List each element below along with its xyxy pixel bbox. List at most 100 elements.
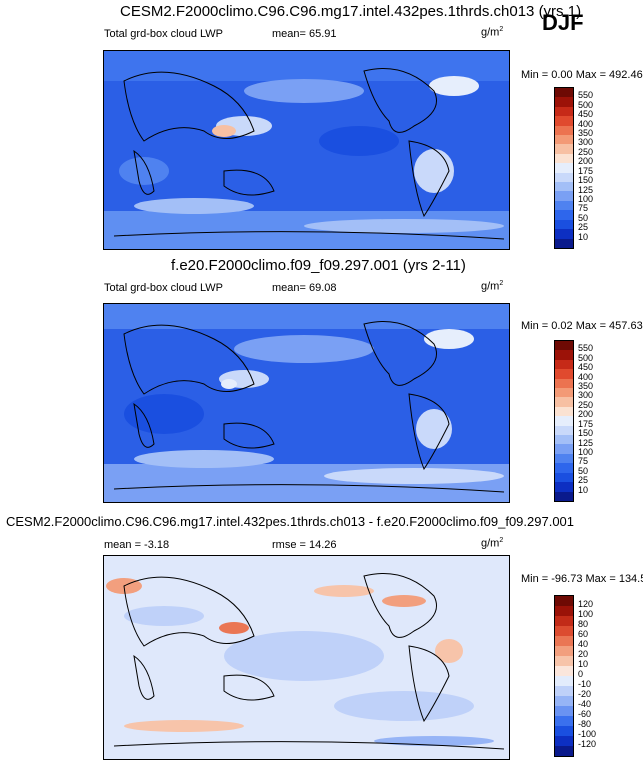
colorbar-segment [555,656,573,666]
colorbar-segment [555,596,573,606]
colorbar-tick-label: 550 [578,343,594,354]
colorbar-tick-label: 350 [578,128,594,139]
panel2-map [103,303,510,503]
colorbar-tick-label: 300 [578,390,594,401]
colorbar-tick-label: 500 [578,99,594,110]
colorbar-segment [555,172,573,183]
colorbar-segment [555,210,573,220]
colorbar-segment [555,378,573,389]
panel1-mean-label: mean= 65.91 [272,28,337,40]
colorbar-tick-label: 120 [578,599,594,609]
colorbar-tick-label: 150 [578,175,594,186]
colorbar-tick-label: 75 [578,203,589,214]
panel3-mean-label: mean = -3.18 [104,539,170,551]
colorbar-segment [555,406,573,417]
colorbar-segment [555,646,573,656]
colorbar-tick-label: 40 [578,639,589,649]
panel2-title: f.e20.F2000climo.f09_f09.297.001 (yrs 2-… [171,257,466,274]
colorbar-tick-label: -10 [578,679,592,689]
colorbar-tick-label: 250 [578,399,594,410]
colorbar-segment [555,191,573,201]
colorbar-segment [555,369,573,379]
colorbar-segment [555,229,573,239]
colorbar-segment [555,616,573,626]
colorbar-segment [555,736,573,746]
colorbar-tick-label: 175 [578,418,594,429]
colorbar-segment [555,106,573,117]
colorbar-tick-label: -20 [578,689,592,699]
panel3-rmse-label: rmse = 14.26 [272,539,337,551]
season-label: DJF [542,10,584,35]
colorbar-segment [555,686,573,696]
colorbar-segment [555,435,573,445]
panel1-colorbar [554,87,574,249]
colorbar-tick-label: 25 [578,222,589,233]
panel1-minmax: Min = 0.00 Max = 492.46 [521,69,643,81]
colorbar-segment [555,341,573,351]
panel2-units: g/m2 [481,280,504,293]
colorbar-segment [555,696,573,706]
colorbar-tick-label: 10 [578,231,589,242]
colorbar-segment [555,116,573,126]
colorbar-tick-label: 50 [578,465,589,476]
colorbar-segment [555,219,573,230]
colorbar-tick-label: 25 [578,475,589,486]
colorbar-tick-label: 550 [578,90,594,101]
colorbar-tick-label: -120 [578,739,597,749]
colorbar-tick-label: -80 [578,719,592,729]
colorbar-tick-label: 400 [578,371,594,382]
panel1-units: g/m2 [481,26,504,39]
panel2-mean-label: mean= 69.08 [272,282,337,294]
colorbar-segment [555,425,573,436]
colorbar-segment [555,626,573,636]
colorbar-tick-label: 10 [578,659,589,669]
colorbar-tick-label: 350 [578,381,594,392]
colorbar-segment [555,88,573,98]
panel3-colorbar [554,595,574,757]
panel1-title: CESM2.F2000climo.C96.C96.mg17.intel.432p… [120,3,582,20]
colorbar-tick-label: 175 [578,165,594,176]
colorbar-segment [555,491,573,501]
colorbar-tick-label: -60 [578,709,592,719]
colorbar-segment [555,125,573,136]
panel3-minmax: Min = -96.73 Max = 134.55 [521,573,643,585]
colorbar-tick-label: 200 [578,409,594,420]
colorbar-tick-label: 250 [578,146,594,157]
colorbar-tick-label: 10 [578,484,589,495]
colorbar-segment [555,482,573,492]
colorbar-tick-label: 125 [578,437,594,448]
panel3-units: g/m2 [481,537,504,550]
colorbar-segment [555,163,573,173]
panel3-map [103,555,510,760]
panel1-variable-label: Total grd-box cloud LWP [104,28,224,40]
colorbar-segment [555,676,573,686]
panel1-map [103,50,510,250]
colorbar-tick-label: 450 [578,109,594,120]
colorbar-tick-label: -100 [578,729,597,739]
colorbar-tick-label: 75 [578,456,589,467]
colorbar-tick-label: 500 [578,352,594,363]
colorbar-segment [555,153,573,164]
colorbar-segment [555,144,573,154]
colorbar-segment [555,350,573,360]
colorbar-segment [555,746,573,756]
colorbar-segment [555,416,573,426]
colorbar-tick-label: 80 [578,619,589,629]
colorbar-segment [555,706,573,716]
colorbar-segment [555,359,573,370]
colorbar-tick-label: 60 [578,629,589,639]
colorbar-segment [555,666,573,676]
colorbar-tick-label: 450 [578,362,594,373]
colorbar-tick-label: 100 [578,446,594,457]
colorbar-tick-label: 125 [578,184,594,195]
colorbar-segment [555,726,573,736]
panel3-title: CESM2.F2000climo.C96.C96.mg17.intel.432p… [6,514,575,529]
colorbar-tick-label: 150 [578,428,594,439]
colorbar-segment [555,135,573,145]
colorbar-segment [555,200,573,211]
colorbar-segment [555,716,573,726]
colorbar-tick-label: 0 [578,669,584,679]
colorbar-segment [555,388,573,398]
colorbar-segment [555,463,573,473]
colorbar-tick-label: -40 [578,699,592,709]
